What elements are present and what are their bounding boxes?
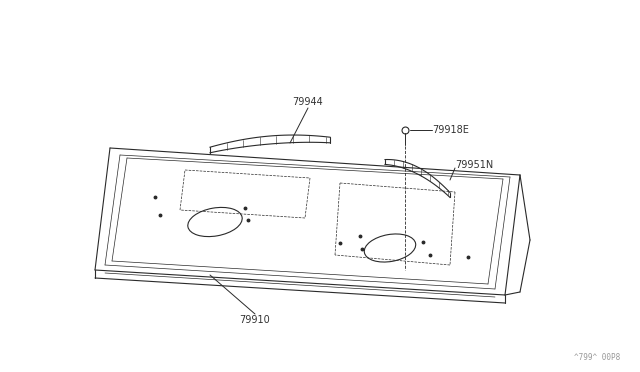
Text: 79910: 79910	[239, 315, 270, 325]
Text: 79951N: 79951N	[455, 160, 493, 170]
Text: ^799^ 00P8: ^799^ 00P8	[573, 353, 620, 362]
Text: 79944: 79944	[292, 97, 323, 107]
Text: 79918E: 79918E	[432, 125, 469, 135]
